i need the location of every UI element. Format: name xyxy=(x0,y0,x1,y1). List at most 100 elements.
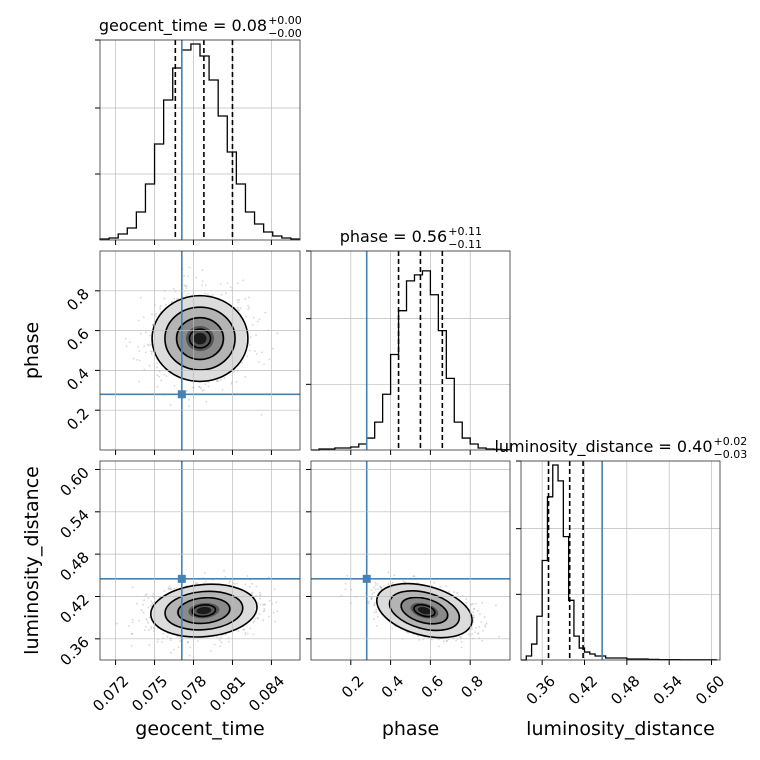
sample-point xyxy=(249,586,251,588)
sample-point xyxy=(188,399,190,401)
sample-point xyxy=(237,282,239,284)
sample-point xyxy=(260,603,262,605)
sample-point xyxy=(479,613,481,615)
sample-point xyxy=(157,386,159,388)
sample-point xyxy=(140,297,142,299)
sample-point xyxy=(257,618,259,620)
sample-point xyxy=(208,386,210,388)
sample-point xyxy=(259,598,261,600)
sample-point xyxy=(480,621,482,623)
sample-point xyxy=(456,592,458,594)
sample-point xyxy=(481,640,483,642)
truth-marker xyxy=(178,575,186,583)
sample-point xyxy=(345,583,347,585)
density-phase-luminosity_distance xyxy=(311,461,510,660)
sample-point xyxy=(141,610,143,612)
histogram-geocent_time xyxy=(100,44,300,240)
sample-point xyxy=(268,616,270,618)
text-layer: 0.36 0.42 0.48 0.54 0.600.20.40.60.80.0720.0… xyxy=(21,14,747,740)
sample-point xyxy=(274,588,276,590)
x-tick-label: 0.078 xyxy=(167,672,210,715)
sample-point xyxy=(377,588,379,590)
sample-point xyxy=(152,593,154,595)
sample-point xyxy=(495,605,497,607)
sample-point xyxy=(259,592,261,594)
y-tick-label: 0.60 xyxy=(56,464,92,500)
sample-point xyxy=(262,619,264,621)
sample-point xyxy=(245,316,247,318)
sample-point xyxy=(249,344,251,346)
sample-point xyxy=(373,587,375,589)
sample-point xyxy=(200,387,202,389)
sample-point xyxy=(202,390,204,392)
sample-point xyxy=(163,590,165,592)
sample-point xyxy=(250,336,252,338)
sample-point xyxy=(253,634,255,636)
sample-point xyxy=(150,626,152,628)
sample-point xyxy=(377,616,379,618)
sample-point xyxy=(140,333,142,335)
sample-point xyxy=(263,603,265,605)
sample-point xyxy=(247,308,249,310)
sample-point xyxy=(188,267,190,269)
sample-point xyxy=(151,600,153,602)
sample-point xyxy=(446,640,448,642)
sample-point xyxy=(170,404,172,406)
sample-point xyxy=(233,371,235,373)
sample-point xyxy=(133,358,135,360)
sample-point xyxy=(179,640,181,642)
sample-point xyxy=(433,582,435,584)
sample-point xyxy=(391,628,393,630)
sample-point xyxy=(273,612,275,614)
sample-point xyxy=(166,375,168,377)
sample-point xyxy=(198,386,200,388)
sample-point xyxy=(246,355,248,357)
sample-point xyxy=(238,630,240,632)
sample-point xyxy=(474,631,476,633)
sample-point xyxy=(371,593,373,595)
sample-point xyxy=(202,281,204,283)
sample-point xyxy=(174,385,176,387)
sample-point xyxy=(388,572,390,574)
sample-point xyxy=(132,621,134,623)
sample-point xyxy=(138,320,140,322)
sample-point xyxy=(445,585,447,587)
sample-point xyxy=(255,334,257,336)
title-geocent_time: geocent_time = 0.08 xyxy=(99,16,267,36)
sample-point xyxy=(263,608,265,610)
density-layer xyxy=(100,251,510,660)
sample-point xyxy=(275,601,277,603)
sample-point xyxy=(224,576,226,578)
y-tick-label: 0.4 xyxy=(63,365,93,395)
y-tick-label: 0.8 xyxy=(63,285,93,315)
x-axis-label: luminosity_distance xyxy=(526,718,715,740)
sample-point xyxy=(158,376,160,378)
sample-point xyxy=(139,360,141,362)
sample-point xyxy=(161,641,163,643)
sample-point xyxy=(220,642,222,644)
sample-point xyxy=(274,621,276,623)
sample-point xyxy=(374,604,376,606)
sample-point xyxy=(261,352,263,354)
sample-point xyxy=(482,630,484,632)
sample-point xyxy=(132,619,134,621)
sample-point xyxy=(245,584,247,586)
sample-point xyxy=(170,652,172,654)
sample-point xyxy=(116,623,118,625)
sample-point xyxy=(138,620,140,622)
y-tick-label: 0.42 xyxy=(56,591,92,627)
sample-point xyxy=(238,299,240,301)
sample-point xyxy=(461,646,463,648)
sample-point xyxy=(138,350,140,352)
sample-point xyxy=(383,585,385,587)
y-tick-label: 0.36 xyxy=(56,633,92,669)
sample-point xyxy=(254,620,256,622)
density-geocent_time-luminosity_distance xyxy=(100,461,308,660)
density-geocent_time-phase xyxy=(100,251,300,450)
sample-point xyxy=(149,365,151,367)
sample-point xyxy=(258,361,260,363)
sample-point xyxy=(380,587,382,589)
sample-point xyxy=(472,603,474,605)
sample-point xyxy=(231,383,233,385)
sample-point xyxy=(269,359,271,361)
